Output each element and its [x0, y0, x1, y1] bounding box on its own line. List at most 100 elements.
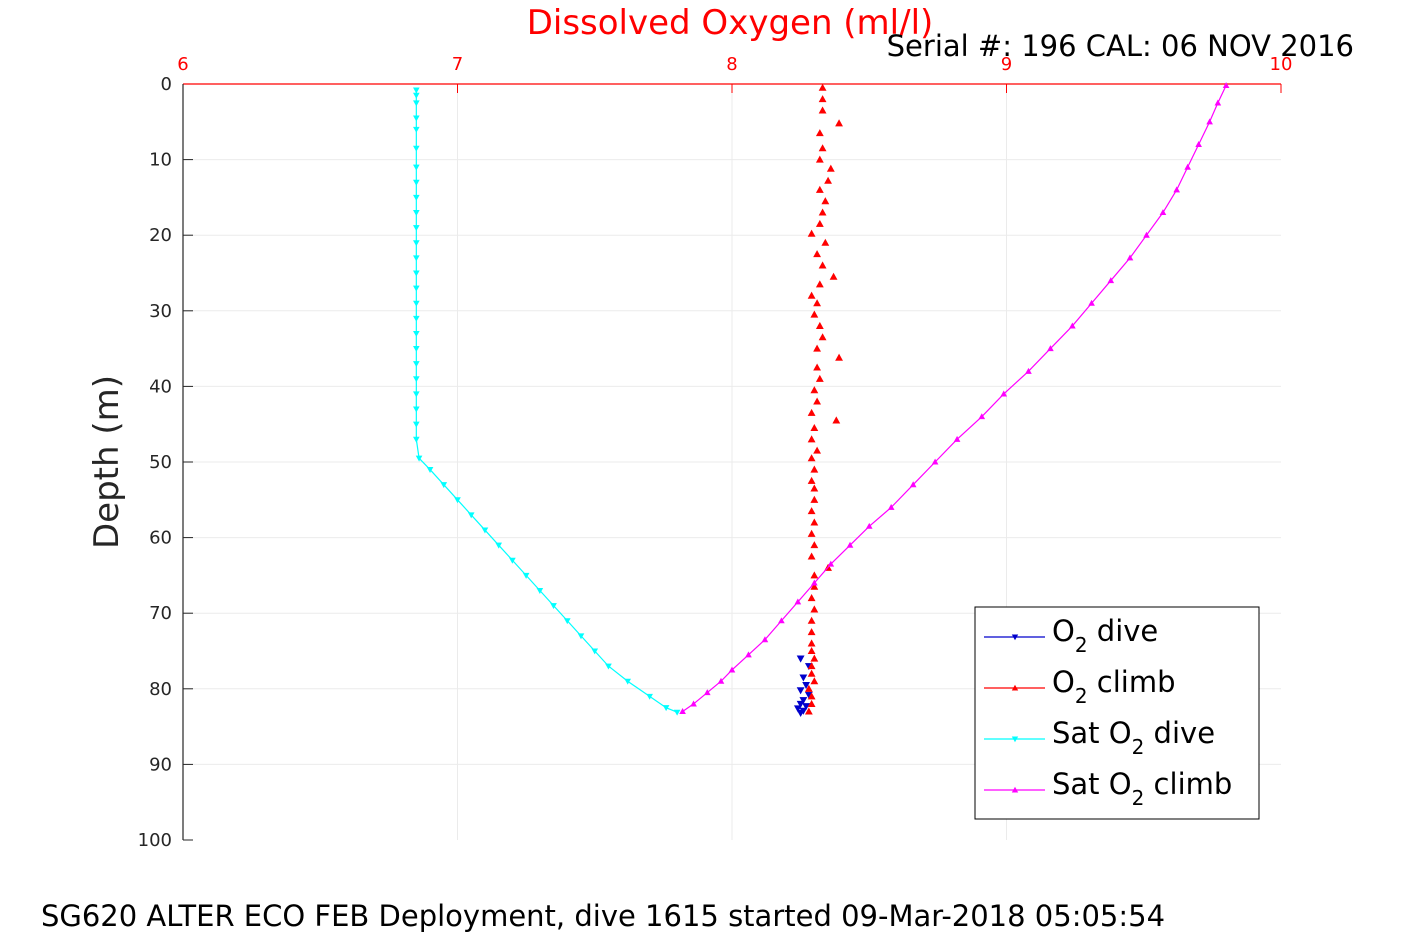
- o2_climb-point: [807, 692, 816, 700]
- sat_climb-point: [931, 458, 939, 465]
- o2_climb-point: [813, 299, 822, 307]
- sat_dive-point: [591, 648, 599, 655]
- sat_climb-point: [761, 636, 769, 643]
- o2_climb-point: [810, 423, 819, 432]
- o2_climb-point: [815, 280, 824, 288]
- o2_climb-point: [807, 639, 816, 647]
- o2_climb-point: [821, 238, 830, 246]
- sat_dive-point: [577, 633, 585, 640]
- o2_climb-point: [810, 386, 819, 394]
- y-tick-label: 100: [138, 830, 172, 851]
- legend-label-part: O: [1052, 614, 1075, 648]
- sat_dive-point: [413, 115, 420, 122]
- o2_climb-point: [821, 197, 830, 205]
- y-tick-label: 0: [161, 74, 172, 95]
- o2_climb-point: [810, 605, 819, 613]
- sat_climb-point: [1107, 277, 1115, 284]
- legend-label-part: dive: [1088, 614, 1159, 648]
- o2_climb-point: [810, 518, 819, 526]
- data-markers: [413, 82, 1230, 718]
- o2_climb-point: [835, 119, 843, 127]
- sat_dive-point: [413, 406, 420, 413]
- legend-label-part: O: [1052, 665, 1075, 699]
- sat_climb-point: [1088, 299, 1095, 306]
- sat_dive-point: [413, 92, 420, 99]
- o2_climb-point: [818, 106, 827, 114]
- sat_climb-point: [978, 413, 986, 420]
- y-tick-label: 10: [149, 150, 172, 171]
- o2_climb-point: [815, 219, 824, 227]
- sat_climb-point: [827, 560, 835, 567]
- chart-subtitle: Serial #: 196 CAL: 06 NOV 2016: [887, 29, 1354, 63]
- y-tick-label: 90: [149, 754, 172, 775]
- legend-label-o2_dive: O2 dive: [1052, 614, 1158, 657]
- o2_climb-point: [807, 699, 816, 707]
- o2_climb-point: [807, 669, 816, 677]
- chart-footer: SG620 ALTER ECO FEB Deployment, dive 161…: [41, 899, 1165, 933]
- sat_dive-point: [413, 145, 420, 152]
- sat_climb-point: [1206, 118, 1213, 125]
- o2_climb-point: [818, 333, 827, 341]
- sat_dive-point: [563, 618, 571, 625]
- sat_dive-point: [495, 542, 502, 549]
- sat_dive-point: [413, 421, 420, 428]
- o2_dive-point: [802, 681, 811, 690]
- sat_climb-point: [1069, 322, 1076, 329]
- sat_dive-point: [413, 315, 420, 322]
- sat_dive-point: [413, 126, 420, 133]
- legend-label-subscript: 2: [1075, 684, 1088, 708]
- o2_climb-point: [810, 495, 819, 503]
- sat_climb-point: [846, 541, 854, 548]
- legend-label-part: climb: [1088, 665, 1176, 699]
- o2_climb-point: [807, 529, 816, 537]
- o2_climb-point: [813, 397, 822, 405]
- sat_dive-point: [467, 512, 475, 519]
- o2_climb-point: [807, 291, 816, 299]
- y-tick-label: 20: [149, 225, 172, 246]
- legend-label-part: climb: [1144, 767, 1232, 801]
- sat_dive-point: [624, 678, 631, 685]
- o2_climb-point: [824, 176, 832, 184]
- sat_climb-point: [953, 435, 961, 442]
- o2_climb-point: [818, 95, 827, 103]
- o2_dive-point: [796, 709, 805, 718]
- sat_dive-point: [413, 225, 420, 232]
- sat_dive-point: [413, 270, 420, 277]
- o2_climb-point: [810, 484, 819, 492]
- sat_dive-point: [426, 467, 434, 473]
- legend-label-part: dive: [1144, 716, 1215, 750]
- sat_dive-point: [413, 194, 420, 201]
- sat_dive-point: [646, 693, 653, 700]
- sat_climb-point: [1222, 82, 1230, 89]
- sat_dive-point: [509, 557, 516, 564]
- legend-label-subscript: 2: [1132, 735, 1145, 759]
- x-tick-label: 6: [177, 54, 188, 75]
- sat_climb-point: [745, 651, 752, 658]
- sat_dive-point: [413, 376, 420, 383]
- sat_dive-point: [413, 391, 420, 398]
- o2_dive-point: [796, 655, 805, 663]
- o2_dive-point: [796, 700, 805, 708]
- o2_climb-point: [818, 261, 827, 269]
- o2_climb-point: [815, 129, 824, 137]
- sat_dive-point: [536, 587, 544, 594]
- legend-label-subscript: 2: [1132, 786, 1145, 810]
- legend-marker-o2_climb: [1011, 684, 1019, 691]
- o2_climb-point: [807, 594, 816, 602]
- y-tick-label: 70: [149, 603, 172, 624]
- o2_climb-point: [815, 185, 824, 193]
- o2_dive-point: [802, 703, 811, 711]
- sat_climb-point: [1195, 141, 1202, 148]
- o2_climb-point: [807, 507, 816, 515]
- o2_climb-point: [810, 571, 819, 579]
- chart-title: Dissolved Oxygen (ml/l): [527, 3, 934, 43]
- sat_dive-point: [413, 436, 420, 443]
- o2_climb-point: [807, 229, 816, 237]
- o2_climb-point: [807, 408, 816, 416]
- o2_climb-point: [810, 310, 819, 318]
- y-axis-label: Depth (m): [87, 375, 127, 549]
- o2_climb-point: [810, 582, 819, 590]
- o2_climb-point: [807, 552, 816, 560]
- o2_dive-point: [799, 697, 808, 705]
